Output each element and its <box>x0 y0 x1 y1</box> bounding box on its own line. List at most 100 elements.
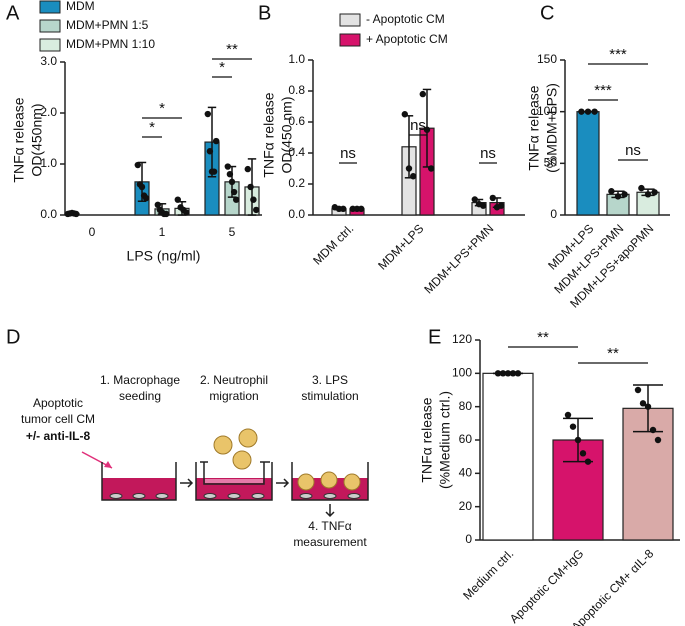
legend-swatch <box>339 13 361 27</box>
insert-medium <box>205 479 263 483</box>
data-point <box>253 206 260 214</box>
data-point <box>621 191 628 198</box>
y-tick-label: 50 <box>544 156 558 170</box>
data-point <box>569 423 577 430</box>
y-axis-label: TNFα release <box>261 92 277 177</box>
legend-swatch <box>39 19 61 33</box>
data-point <box>143 194 150 202</box>
significance-label: ns <box>480 145 496 162</box>
x-tick-label: Medium ctrl. <box>460 546 516 602</box>
significance-label: * <box>149 119 155 136</box>
y-tick-label: 100 <box>452 366 472 380</box>
data-point <box>584 458 592 465</box>
bar <box>576 111 600 216</box>
x-tick-label: MDM+LPS <box>375 221 426 272</box>
panel-label: B <box>258 2 271 24</box>
input-text: Apoptotic <box>33 396 83 410</box>
data-point <box>174 196 181 203</box>
data-point <box>608 188 615 195</box>
data-point <box>494 370 502 377</box>
data-point <box>250 196 257 203</box>
x-tick-label: 0 <box>89 225 96 239</box>
data-point <box>644 191 652 198</box>
neutrophil <box>343 473 361 491</box>
y-axis-label: TNFα release <box>526 85 542 170</box>
data-point <box>358 205 365 212</box>
step-text: migration <box>209 389 258 403</box>
data-point <box>489 194 496 202</box>
step-text: stimulation <box>301 389 358 403</box>
data-point <box>183 209 190 216</box>
y-axis-label: OD(450 nm) <box>279 96 295 173</box>
data-point <box>224 163 231 170</box>
data-point <box>499 370 507 377</box>
step-text: 1. Macrophage <box>100 373 180 387</box>
significance-label: ** <box>226 41 238 58</box>
y-tick-label: 60 <box>459 432 473 446</box>
treatment-text: +/- anti-IL-8 <box>26 429 91 443</box>
y-tick-label: 0 <box>550 207 557 221</box>
data-point <box>471 196 478 203</box>
y-tick-label: 3.0 <box>40 54 57 68</box>
y-tick-label: 2.0 <box>40 105 57 119</box>
data-point <box>638 184 645 192</box>
neutrophil <box>297 473 315 491</box>
step-text: 4. TNFα <box>308 519 351 533</box>
significance-label: ** <box>537 329 549 346</box>
panel-label: D <box>6 326 20 348</box>
y-tick-label: 120 <box>452 332 472 346</box>
data-point <box>578 108 585 115</box>
arrow-head <box>104 461 112 468</box>
significance-label: * <box>219 59 225 76</box>
significance-label: *** <box>594 82 612 99</box>
well-1 <box>101 462 177 501</box>
data-point <box>654 436 662 444</box>
y-tick-label: 40 <box>459 466 473 480</box>
cell <box>251 493 265 499</box>
x-tick-label: MDM+LPS+PMN <box>421 221 496 296</box>
y-axis-label: TNFα release <box>11 97 27 182</box>
significance-label: * <box>159 100 165 117</box>
data-point <box>233 196 240 203</box>
data-point <box>579 450 587 457</box>
panel-label: C <box>540 2 554 24</box>
data-point <box>230 188 238 196</box>
data-point <box>644 403 652 410</box>
step-text: 2. Neutrophil <box>200 373 268 387</box>
panel-label: A <box>6 2 20 24</box>
data-point <box>213 137 220 145</box>
insert <box>200 461 270 485</box>
data-point <box>514 370 522 377</box>
well-2 <box>195 428 273 501</box>
input-text: tumor cell CM <box>21 412 95 426</box>
y-axis-label: OD(450nm) <box>29 103 45 176</box>
data-point <box>428 165 435 172</box>
neutrophil <box>213 435 233 455</box>
data-point <box>134 161 141 169</box>
diagram: D Apoptotic tumor cell CM +/- anti-IL-8 … <box>6 326 369 549</box>
y-tick-label: 1.0 <box>40 156 57 170</box>
x-tick-label: MDM ctrl. <box>310 221 356 267</box>
data-point <box>138 183 146 191</box>
data-point <box>574 436 582 444</box>
y-axis-label: (%MDM+LPS) <box>544 83 560 173</box>
significance-label: ** <box>607 345 619 362</box>
y-tick-label: 0.0 <box>288 207 305 221</box>
cell <box>109 493 123 499</box>
data-point <box>410 173 417 180</box>
well <box>291 462 369 501</box>
y-tick-label: 100 <box>537 104 557 118</box>
step-text: seeding <box>119 389 161 403</box>
data-point <box>226 171 234 178</box>
data-point <box>423 126 431 133</box>
data-point <box>154 201 161 208</box>
y-tick-label: 0 <box>465 532 472 546</box>
y-tick-label: 0.2 <box>288 176 305 190</box>
neutrophil <box>320 471 338 489</box>
data-point <box>480 202 487 209</box>
x-tick-label: 5 <box>229 225 236 239</box>
y-axis-label: TNFα release <box>419 397 435 482</box>
neutrophil <box>232 450 252 470</box>
x-axis-label: LPS (ng/ml) <box>127 248 201 264</box>
